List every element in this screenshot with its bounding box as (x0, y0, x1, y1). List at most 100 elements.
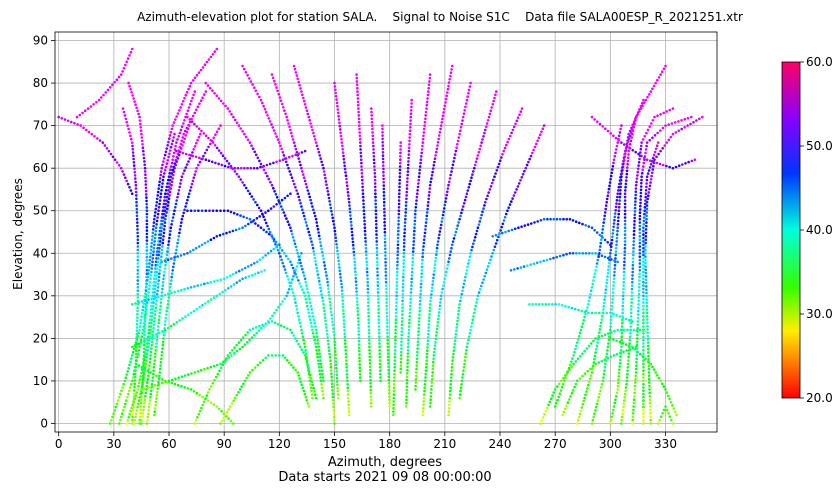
data-point (274, 240, 278, 244)
data-point (428, 80, 431, 83)
data-point (325, 277, 329, 281)
data-point (630, 284, 634, 287)
data-point (646, 328, 649, 331)
data-point (150, 343, 153, 347)
data-point (618, 315, 622, 318)
data-point (451, 356, 455, 359)
data-point (618, 362, 622, 365)
data-point (280, 198, 284, 202)
data-point (447, 84, 450, 88)
data-start-footer: Data starts 2021 09 08 00:00:00 (278, 470, 491, 485)
data-point (326, 190, 330, 193)
data-point (423, 231, 427, 235)
data-point (452, 352, 455, 356)
data-point (654, 81, 657, 85)
data-point (642, 352, 645, 356)
data-point (163, 267, 167, 270)
data-point (285, 294, 289, 298)
data-point (566, 401, 570, 404)
data-point (615, 339, 618, 343)
data-point (204, 209, 208, 212)
data-point (596, 258, 600, 262)
data-point (135, 346, 138, 349)
data-point (383, 214, 386, 217)
data-point (357, 339, 361, 343)
data-point (303, 277, 307, 281)
data-point (471, 245, 474, 249)
data-point (460, 292, 464, 296)
data-point (607, 261, 611, 265)
data-point (323, 316, 327, 319)
data-point (587, 225, 591, 228)
data-point (430, 377, 434, 381)
data-point (297, 318, 301, 322)
data-point (608, 184, 611, 188)
data-point (213, 50, 217, 53)
data-point (595, 262, 599, 265)
data-point (264, 211, 267, 214)
data-point (385, 311, 389, 315)
data-point (359, 151, 363, 155)
data-point (646, 324, 649, 328)
data-point (675, 413, 678, 417)
data-point (657, 376, 661, 380)
data-point (623, 192, 627, 195)
data-point (407, 328, 411, 332)
data-point (164, 150, 168, 154)
data-point (261, 359, 265, 362)
data-point (372, 144, 375, 148)
data-point (216, 363, 219, 367)
data-point (378, 338, 381, 342)
data-point (230, 354, 233, 357)
data-point (256, 92, 259, 96)
data-point (128, 186, 131, 189)
data-point (144, 180, 147, 183)
data-point (367, 318, 371, 322)
data-point (163, 259, 167, 263)
data-point (639, 352, 642, 356)
data-point (462, 282, 466, 286)
data-point (647, 367, 651, 371)
data-point (92, 103, 95, 106)
data-point (644, 98, 648, 102)
data-point (622, 143, 626, 146)
data-point (100, 96, 103, 99)
data-point (356, 313, 360, 317)
data-point (614, 209, 617, 212)
data-point (594, 409, 597, 412)
data-point (645, 291, 648, 295)
data-point (161, 238, 165, 241)
data-point (171, 158, 174, 161)
data-point (540, 130, 543, 133)
data-point (326, 339, 330, 343)
data-point (206, 399, 210, 403)
data-point (363, 233, 367, 236)
data-point (546, 217, 549, 221)
data-point (303, 392, 307, 396)
data-point (299, 380, 303, 384)
data-point (286, 119, 289, 122)
data-point (142, 149, 145, 153)
data-point (153, 355, 157, 359)
data-point (144, 176, 147, 180)
data-point (654, 147, 658, 151)
data-point (281, 261, 285, 265)
data-point (320, 366, 323, 369)
data-point (147, 291, 150, 294)
data-point (385, 321, 389, 325)
data-point (628, 143, 632, 146)
data-point (152, 372, 155, 376)
data-point (197, 209, 200, 212)
data-point (129, 88, 132, 91)
data-point (329, 307, 333, 310)
data-point (582, 319, 585, 322)
data-point (453, 153, 457, 156)
data-point (195, 108, 198, 112)
data-point (126, 396, 129, 399)
data-point (131, 144, 134, 148)
data-point (327, 342, 330, 346)
data-point (315, 352, 319, 356)
data-point (639, 188, 643, 192)
data-point (300, 383, 304, 387)
data-point (586, 369, 590, 373)
